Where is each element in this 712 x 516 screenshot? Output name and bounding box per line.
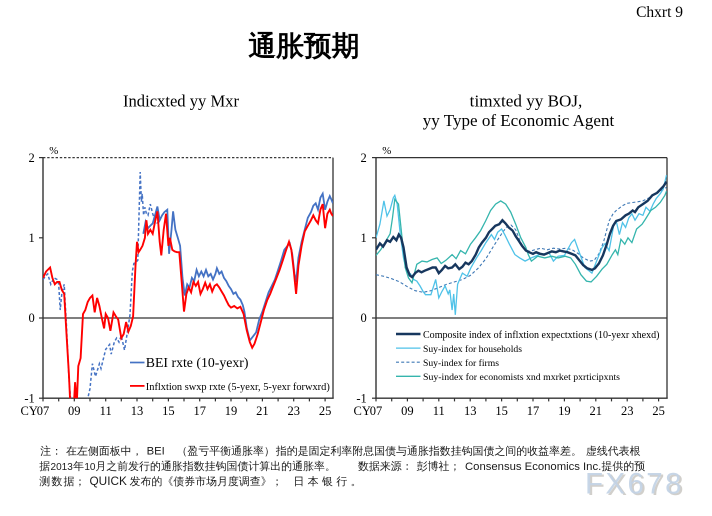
svg-text:-1: -1 <box>24 391 34 405</box>
svg-text:%: % <box>382 145 391 157</box>
svg-text:Indicxted yy Mxr: Indicxted yy Mxr <box>123 92 239 111</box>
svg-text:Suy-index for households: Suy-index for households <box>423 344 522 355</box>
svg-text:Suy-index for economists xnd m: Suy-index for economists xnd mxrket pxrt… <box>423 372 620 383</box>
svg-text:0: 0 <box>29 311 35 325</box>
svg-text:21: 21 <box>590 404 603 418</box>
svg-text:0: 0 <box>361 311 367 325</box>
svg-text:17: 17 <box>527 404 540 418</box>
svg-text:Composite index of inflxtion e: Composite index of inflxtion expectxtion… <box>423 330 660 341</box>
svg-text:25: 25 <box>319 404 332 418</box>
svg-text:11: 11 <box>433 404 445 418</box>
svg-text:Suy-index for firms: Suy-index for firms <box>423 358 499 369</box>
svg-text:13: 13 <box>131 404 144 418</box>
svg-text:2: 2 <box>361 151 367 165</box>
svg-text:1: 1 <box>361 231 367 245</box>
svg-text:10: 10 <box>84 462 96 473</box>
svg-text:2013: 2013 <box>51 462 74 473</box>
svg-text:07: 07 <box>370 404 383 418</box>
svg-text:17: 17 <box>193 404 206 418</box>
svg-text:09: 09 <box>68 404 81 418</box>
svg-text:11: 11 <box>100 404 112 418</box>
svg-text:13: 13 <box>464 404 477 418</box>
svg-text:1: 1 <box>29 231 35 245</box>
svg-text:Chxrt 9: Chxrt 9 <box>636 4 683 21</box>
svg-text:19: 19 <box>225 404 238 418</box>
svg-text:2: 2 <box>29 151 35 165</box>
svg-text:yy Type of Economic Agent: yy Type of Economic Agent <box>423 111 615 130</box>
svg-text:19: 19 <box>558 404 571 418</box>
svg-text:FX678: FX678 <box>585 467 684 500</box>
svg-text:21: 21 <box>256 404 269 418</box>
svg-text:07: 07 <box>37 404 50 418</box>
svg-text:CY: CY <box>354 404 371 418</box>
svg-text:Consensus Economics Inc.: Consensus Economics Inc. <box>465 461 601 473</box>
svg-text:Inflxtion swxp rxte (5-yexr, 5: Inflxtion swxp rxte (5-yexr, 5-yexr forw… <box>146 381 330 393</box>
svg-text:CY: CY <box>21 404 38 418</box>
svg-text:09: 09 <box>401 404 414 418</box>
svg-text:25: 25 <box>652 404 665 418</box>
svg-text:15: 15 <box>162 404 175 418</box>
svg-text:BEI rxte (10-yexr): BEI rxte (10-yexr) <box>146 355 249 370</box>
svg-text:FX678: FX678 <box>587 469 686 502</box>
svg-text:timxted yy BOJ,: timxted yy BOJ, <box>470 92 583 111</box>
svg-text:-1: -1 <box>356 391 366 405</box>
svg-text:15: 15 <box>495 404 508 418</box>
svg-text:%: % <box>49 145 58 157</box>
svg-text:BEI: BEI <box>147 446 165 458</box>
svg-text:23: 23 <box>621 404 634 418</box>
svg-text:23: 23 <box>287 404 300 418</box>
svg-text:QUICK: QUICK <box>90 474 127 488</box>
